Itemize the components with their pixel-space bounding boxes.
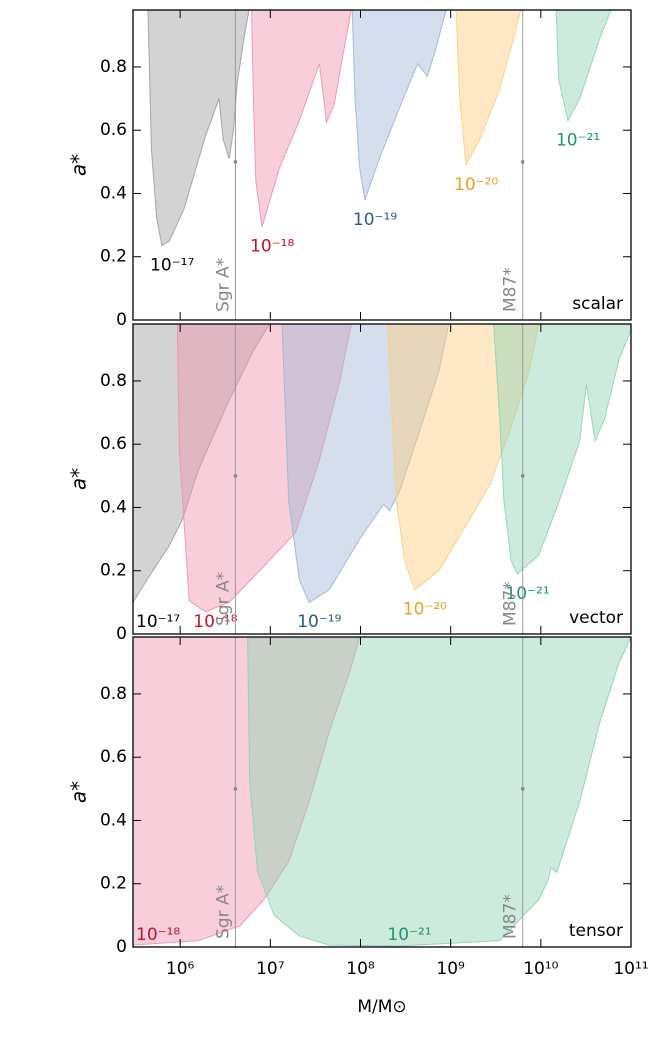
reference-point [520, 474, 525, 478]
y-tick-label: 0.4 [100, 497, 127, 517]
exclusion-region [132, 323, 271, 605]
x-tick-label: 10⁷ [256, 959, 285, 979]
exclusion-region [281, 323, 450, 604]
exclusion-region [251, 9, 352, 227]
y-tick-label: 0.2 [100, 247, 127, 267]
series-label: 10⁻²¹ [387, 925, 431, 945]
series-label: 10⁻¹⁸ [193, 612, 237, 632]
x-tick-label: 10⁸ [346, 959, 375, 979]
series-label: 10⁻¹⁷ [150, 256, 194, 276]
exclusion-region [176, 323, 352, 613]
reference-label: Sgr A* [213, 885, 233, 939]
exclusion-region [555, 9, 612, 123]
reference-point [520, 160, 525, 164]
reference-point [233, 474, 238, 478]
series-label: 10⁻²⁰ [454, 175, 498, 195]
exclusion-region [132, 636, 361, 946]
panel-label: vector [569, 608, 623, 628]
reference-point [233, 160, 238, 164]
exclusion-region [455, 9, 522, 167]
series-label: 10⁻¹⁹ [297, 612, 341, 632]
reference-label: M87* [501, 894, 521, 939]
y-tick-label: 0.6 [100, 747, 127, 767]
reference-point [233, 787, 238, 791]
series-label: 10⁻¹⁷ [136, 612, 180, 632]
series-label: 10⁻²¹ [505, 584, 549, 604]
y-tick-label: 0.6 [100, 120, 127, 140]
series-label: 10⁻¹⁸ [136, 925, 180, 945]
x-tick-label: 10⁶ [166, 959, 195, 979]
x-axis-label: M/M⊙ [357, 997, 406, 1017]
panel-label: scalar [572, 294, 623, 314]
y-tick-label: 0.8 [100, 684, 127, 704]
y-tick-label: 0.6 [100, 434, 127, 454]
reference-label: M87* [501, 267, 521, 312]
y-tick-label: 0.2 [100, 874, 127, 894]
exclusion-region [493, 323, 632, 575]
exclusion-region [387, 323, 540, 591]
y-tick-label: 0 [116, 624, 127, 644]
y-tick-label: 0.8 [100, 57, 127, 77]
series-label: 10⁻¹⁸ [250, 237, 294, 257]
y-tick-label: 0.4 [100, 810, 127, 830]
plot-frame [132, 9, 632, 321]
reference-point [520, 787, 525, 791]
x-tick-label: 10⁹ [436, 959, 465, 979]
x-tick-label: 10¹⁰ [523, 959, 558, 979]
exclusion-region [351, 9, 447, 200]
series-label: 10⁻²⁰ [403, 600, 447, 620]
y-axis-label: a* [67, 154, 91, 176]
y-tick-label: 0.2 [100, 561, 127, 581]
reference-label: Sgr A* [213, 258, 233, 312]
y-tick-label: 0.4 [100, 183, 127, 203]
y-tick-label: 0 [116, 937, 127, 957]
y-axis-label: a* [67, 781, 91, 803]
panel-label: tensor [569, 921, 623, 941]
series-label: 10⁻²¹ [556, 131, 600, 151]
reference-label: M87* [501, 581, 521, 626]
exclusion-region [147, 9, 250, 247]
plot-frame [132, 636, 632, 948]
series-label: 10⁻¹⁹ [353, 210, 397, 230]
exclusion-region [247, 636, 632, 947]
y-axis-label: a* [67, 468, 91, 490]
y-tick-label: 0.8 [100, 371, 127, 391]
reference-label: Sgr A* [213, 572, 233, 626]
x-tick-label: 10¹¹ [613, 959, 648, 979]
y-tick-label: 0 [116, 310, 127, 330]
plot-frame [132, 323, 632, 635]
